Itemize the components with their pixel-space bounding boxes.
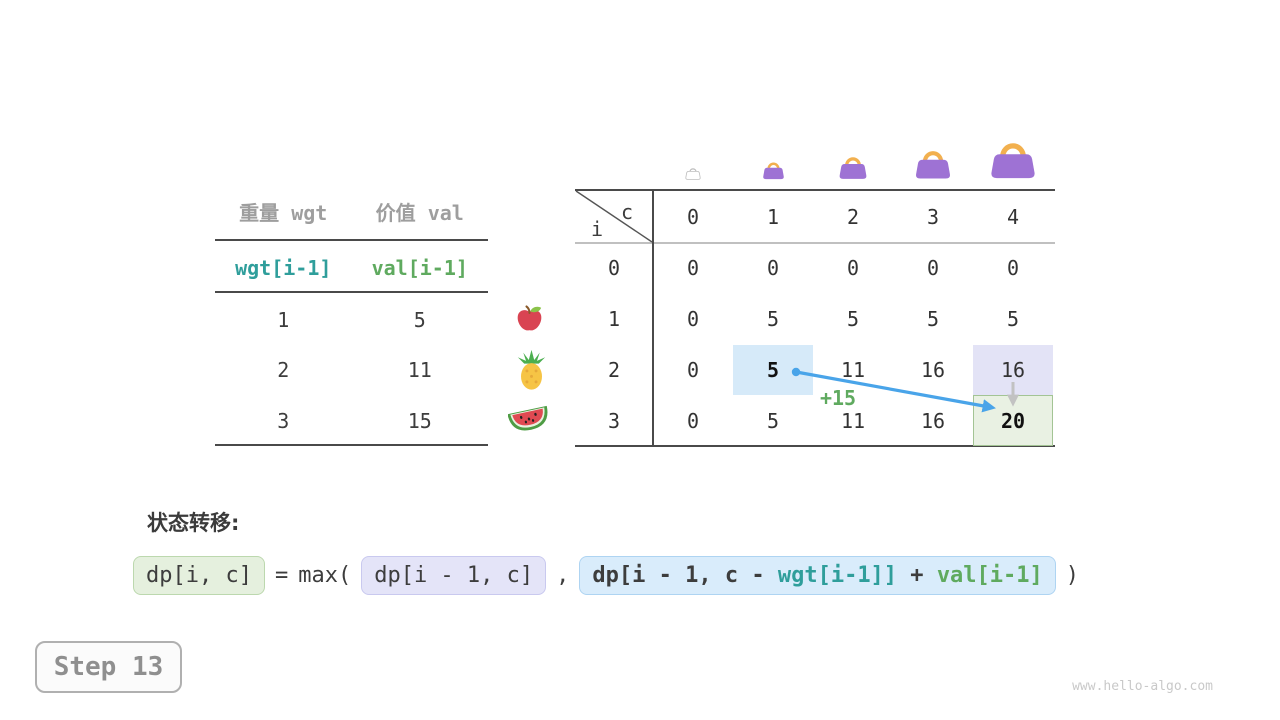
transition-heading: 状态转移: — [147, 511, 240, 535]
dp-cell-r0-c0: 0 — [686, 256, 700, 281]
dp-row-header-1: 1 — [607, 307, 621, 332]
dp-cell-r0-c1: 0 — [766, 256, 780, 281]
item-table-rule-mid — [215, 291, 488, 293]
item-3-value: 15 — [407, 409, 432, 433]
dp-row-header-2: 2 — [607, 357, 621, 382]
item-table-rule-bottom — [215, 444, 488, 446]
dp-col-header-0: 0 — [686, 204, 700, 229]
dp-col-header-3: 3 — [926, 204, 940, 229]
dp-col-header-1: 1 — [766, 204, 780, 229]
dp-cell-r2-c4-compare-highlight: 16 — [973, 344, 1053, 396]
item-table-row-2: 2 11 — [215, 355, 488, 385]
watermark: www.hello-algo.com — [1072, 679, 1213, 694]
item-table-header-value: 价值 val — [375, 200, 464, 225]
dp-cell-r3-c0: 0 — [686, 408, 700, 433]
dp-cell-r3-c4-result-highlight: 20 — [973, 395, 1053, 447]
wgt-index-label: wgt[i-1] — [235, 256, 332, 280]
val-index-label: val[i-1] — [371, 256, 468, 280]
item-table-header-row: 重量 wgt 价值 val — [215, 196, 488, 226]
item-2-value: 11 — [407, 358, 432, 382]
dp-row-headers: 0 1 2 3 — [575, 243, 653, 446]
item-table-header-weight: 重量 wgt — [239, 200, 328, 225]
dp-cell-r1-c1: 5 — [766, 307, 780, 332]
dp-cell-r2-c0: 0 — [686, 357, 700, 382]
step-badge: Step 13 — [35, 641, 182, 693]
formula-comma: , — [556, 563, 570, 588]
watermelon-icon — [508, 405, 548, 431]
dp-cell-r1-c2: 5 — [846, 307, 860, 332]
formula-arg2-wgt: wgt[i-1]] — [777, 563, 898, 588]
item-table-row-3: 3 15 — [215, 406, 488, 436]
dp-col-header-4: 4 — [1006, 204, 1020, 229]
formula-arg1-box: dp[i - 1, c] — [361, 556, 547, 595]
corner-col-var: c — [621, 200, 634, 224]
dp-row-header-0: 0 — [607, 256, 621, 281]
transition-formula: dp[i, c] = max( dp[i - 1, c] , dp[i - 1,… — [133, 556, 1079, 595]
bag-icon-large — [914, 147, 952, 180]
formula-max-open: max( — [298, 563, 352, 588]
dp-table-rule-bottom — [575, 445, 1055, 447]
formula-equals: = — [274, 563, 289, 588]
formula-lhs-box: dp[i, c] — [133, 556, 265, 595]
dp-col-header-2: 2 — [846, 204, 860, 229]
formula-arg2-prefix: dp[i - 1, c - — [592, 563, 778, 588]
bag-icon-medium — [838, 157, 868, 180]
empty-bag-outline-icon — [685, 168, 701, 180]
item-3-weight: 3 — [277, 409, 290, 433]
dp-table-rule-vertical — [652, 190, 654, 446]
item-1-value: 5 — [413, 308, 426, 332]
dp-cell-r0-c3: 0 — [926, 256, 940, 281]
formula-arg2-box: dp[i - 1, c - wgt[i-1]] + val[i-1] — [579, 556, 1056, 595]
corner-row-var: i — [591, 217, 604, 241]
formula-arg2-val: val[i-1] — [936, 563, 1043, 588]
apple-icon — [517, 305, 542, 331]
dp-cell-r0-c4: 0 — [1006, 256, 1020, 281]
item-table-rule-top — [215, 239, 488, 241]
formula-arg2-plus: + — [897, 563, 937, 588]
corner-diagonal-line — [575, 190, 653, 243]
dp-cell-r2-c3: 16 — [920, 357, 946, 382]
dp-cell-r1-c3: 5 — [926, 307, 940, 332]
dp-table-rule-header — [575, 242, 1055, 244]
dp-cell-r1-c0: 0 — [686, 307, 700, 332]
item-2-weight: 2 — [277, 358, 290, 382]
item-table-index-row: wgt[i-1] val[i-1] — [215, 253, 488, 283]
dp-cell-r3-c2: 11 — [840, 408, 866, 433]
capacity-bag-row — [653, 124, 1053, 182]
dp-row-header-3: 3 — [607, 408, 621, 433]
item-1-weight: 1 — [277, 308, 290, 332]
dp-table-rule-top — [575, 189, 1055, 191]
bag-icon-small — [761, 162, 785, 180]
dp-cell-r2-c1-source-highlight: 5 — [733, 344, 813, 396]
dp-cell-r0-c2: 0 — [846, 256, 860, 281]
pineapple-icon — [517, 349, 546, 390]
dp-col-headers: 0 1 2 3 4 — [653, 190, 1053, 243]
add-value-annotation: +15 — [819, 386, 857, 410]
dp-value-grid: 0 0 0 0 0 0 5 5 5 5 0 5 11 16 16 0 5 11 … — [653, 243, 1053, 447]
bag-icon-xlarge — [989, 138, 1037, 180]
dp-cell-r3-c1: 5 — [766, 408, 780, 433]
dp-cell-r1-c4: 5 — [1006, 307, 1020, 332]
item-table-row-1: 1 5 — [215, 305, 488, 335]
dp-cell-r3-c3: 16 — [920, 408, 946, 433]
formula-close-paren: ) — [1065, 563, 1080, 588]
